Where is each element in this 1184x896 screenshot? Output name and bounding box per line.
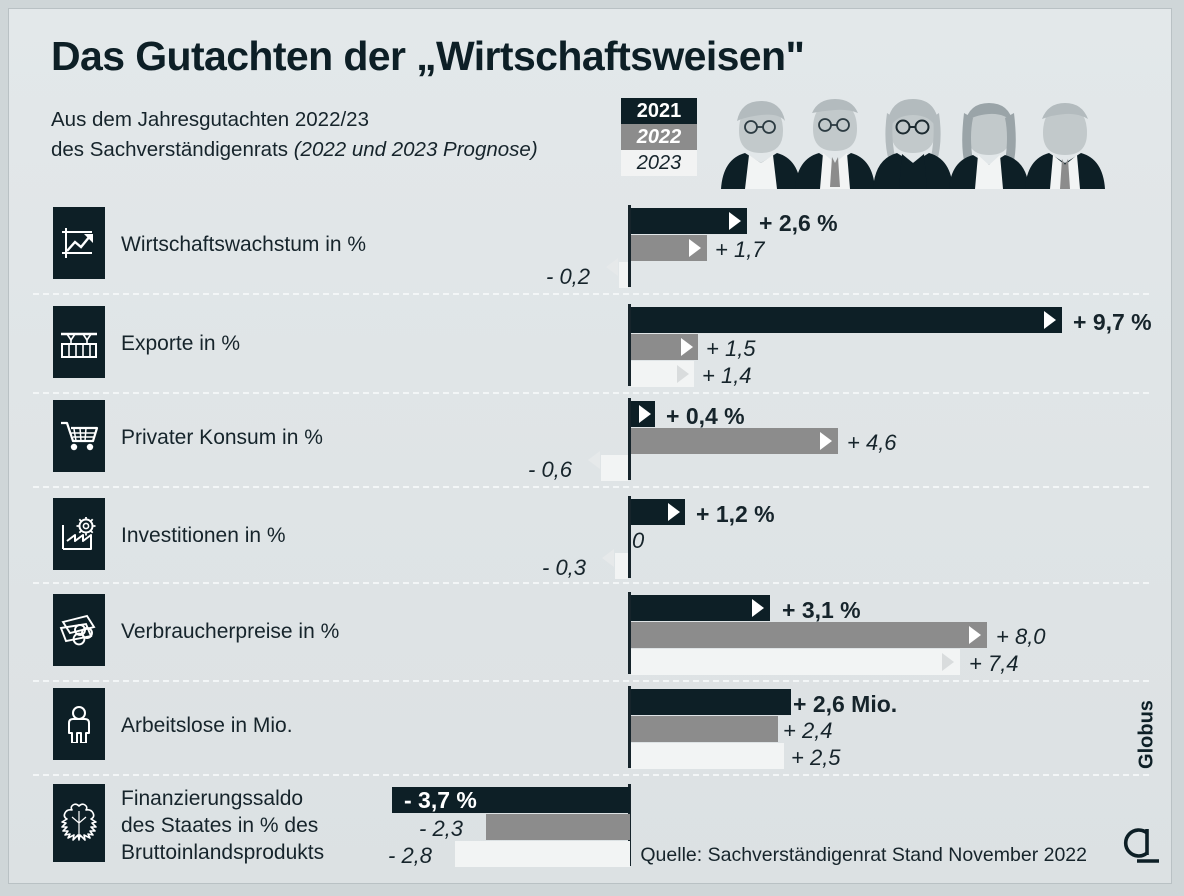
legend-item-2023[interactable]: 2023: [621, 150, 697, 176]
bar-value-2023: + 7,4: [969, 651, 1019, 676]
row-label-privater-konsum: Privater Konsum in %: [121, 426, 323, 449]
bar-2022[interactable]: [631, 334, 698, 360]
bar-value-2021: + 1,2 %: [696, 501, 775, 527]
infographic-frame: Das Gutachten der „Wirtschaftsweisen" Au…: [8, 8, 1172, 884]
bar-2021[interactable]: - 3,7 %: [392, 787, 630, 813]
row-separator: [33, 392, 1149, 394]
negative-arrow-2023: [588, 451, 600, 469]
bar-2023[interactable]: [631, 649, 960, 675]
bar-value-2022: + 1,5: [706, 336, 756, 361]
legend-item-2022[interactable]: 2022: [621, 124, 697, 150]
bar-value-2023: - 0,3: [542, 555, 587, 580]
bar-2021[interactable]: [631, 307, 1062, 333]
globus-number: 015774: [1131, 793, 1171, 816]
person-icon: [53, 688, 105, 760]
zero-line: [628, 496, 631, 578]
bar-value-2021: + 9,7 %: [1073, 309, 1152, 335]
bar-value-2022: + 8,0: [996, 624, 1046, 649]
bar-2023[interactable]: [615, 553, 628, 579]
row-separator: [33, 774, 1149, 776]
globus-rail-text: Globus 015774: [1136, 645, 1159, 825]
globus-logo-icon: [1123, 828, 1159, 863]
bar-value-2023: + 1,4: [702, 363, 752, 388]
bar-value-2022: - 2,3: [419, 816, 464, 841]
bar-2022[interactable]: [631, 716, 778, 742]
row-separator: [33, 293, 1149, 295]
row-label-investitionen: Investitionen in %: [121, 524, 286, 547]
port-crane-icon: [53, 306, 105, 378]
bar-2023[interactable]: [631, 743, 784, 769]
source-text: Quelle: Sachverständigenrat Stand Novemb…: [640, 844, 1087, 866]
bar-2023[interactable]: [455, 841, 630, 867]
bar-value-2021: + 2,6 Mio.: [793, 691, 898, 717]
zero-line: [628, 205, 631, 287]
bar-2021[interactable]: [631, 499, 685, 525]
row-label-verbraucherpreise: Verbraucherpreise in %: [121, 620, 340, 643]
banknotes-coins-icon: [53, 594, 105, 666]
row-separator: [33, 582, 1149, 584]
bar-value-2022: 0: [632, 528, 645, 553]
globus-rail: Globus 015774: [1127, 649, 1167, 829]
negative-arrow-2023: [602, 549, 614, 567]
row-separator: [33, 680, 1149, 682]
globus-brand: Globus: [1135, 700, 1158, 769]
federal-eagle-icon: [53, 784, 105, 862]
bar-2022[interactable]: [631, 622, 987, 648]
bar-value-2023: - 0,2: [546, 264, 591, 289]
bar-2023[interactable]: [601, 455, 628, 481]
zero-line: [628, 686, 631, 768]
bar-value-2022: + 1,7: [715, 237, 765, 262]
row-label-line2: des Staates in % des: [121, 814, 319, 837]
factory-gear-icon: [53, 498, 105, 570]
row-label-finanzierungssaldo: Finanzierungssaldo des Staates in % des …: [121, 785, 324, 866]
row-label-arbeitslose: Arbeitslose in Mio.: [121, 714, 293, 737]
bar-value-2021: + 2,6 %: [759, 210, 838, 236]
bar-2021[interactable]: [631, 595, 770, 621]
zero-line: [628, 592, 631, 674]
shopping-cart-icon: [53, 400, 105, 472]
subtitle-line2-plain: des Sachverständigenrats: [51, 138, 294, 161]
bar-value-2022: + 4,6: [847, 430, 897, 455]
bar-value-2023: - 2,8: [388, 843, 433, 868]
page-title: Das Gutachten der „Wirtschaftsweisen": [51, 33, 805, 79]
subtitle: Aus dem Jahresgutachten 2022/23 des Sach…: [51, 105, 538, 165]
row-label-wirtschaftswachstum: Wirtschaftswachstum in %: [121, 233, 367, 256]
council-members-illustration: [721, 99, 1105, 189]
legend-item-2021[interactable]: 2021: [621, 98, 697, 124]
bar-2022[interactable]: [631, 428, 838, 454]
growth-chart-icon: [53, 207, 105, 279]
bar-2021[interactable]: [631, 208, 747, 234]
bar-2023[interactable]: [631, 361, 694, 387]
bar-2022[interactable]: [486, 814, 630, 840]
zero-line: [628, 304, 631, 386]
row-label-exporte: Exporte in %: [121, 332, 241, 355]
bar-value-2021: - 3,7 %: [404, 787, 477, 813]
row-label-line3: Bruttoinlandsprodukts: [121, 841, 325, 864]
bar-value-2023: + 2,5: [791, 745, 841, 770]
bar-2023[interactable]: [619, 262, 628, 288]
row-label-line1: Finanzierungssaldo: [121, 787, 304, 810]
row-separator: [33, 486, 1149, 488]
bar-value-2021: + 3,1 %: [782, 597, 861, 623]
subtitle-line1: Aus dem Jahresgutachten 2022/23: [51, 108, 369, 131]
bar-2021[interactable]: [631, 401, 655, 427]
legend: 2021 2022 2023: [621, 98, 697, 176]
negative-arrow-2023: [606, 258, 618, 276]
zero-line: [628, 398, 631, 480]
bar-2022[interactable]: [631, 235, 707, 261]
bar-value-2023: - 0,6: [528, 457, 573, 482]
subtitle-line2-italic: (2022 und 2023 Prognose): [293, 138, 538, 161]
bar-2021[interactable]: [631, 689, 791, 715]
bar-value-2021: + 0,4 %: [666, 403, 745, 429]
bar-value-2022: + 2,4: [783, 718, 833, 743]
